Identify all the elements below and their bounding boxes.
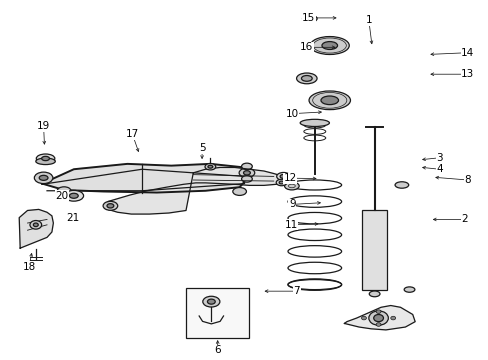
Circle shape — [375, 310, 380, 314]
Text: 17: 17 — [125, 129, 139, 139]
Circle shape — [361, 316, 366, 320]
Ellipse shape — [241, 163, 252, 170]
Text: 11: 11 — [284, 220, 297, 230]
Circle shape — [390, 316, 395, 320]
Text: 5: 5 — [198, 143, 205, 153]
Text: 12: 12 — [283, 173, 296, 183]
Text: 7: 7 — [293, 286, 299, 296]
Ellipse shape — [207, 299, 215, 304]
Ellipse shape — [204, 163, 215, 170]
Ellipse shape — [203, 296, 220, 307]
Text: 19: 19 — [37, 121, 50, 131]
Ellipse shape — [300, 119, 329, 126]
Ellipse shape — [243, 171, 250, 175]
Ellipse shape — [69, 193, 78, 198]
Ellipse shape — [232, 188, 246, 195]
Ellipse shape — [34, 172, 53, 184]
Text: 13: 13 — [460, 69, 473, 79]
Text: 1: 1 — [365, 15, 371, 26]
Ellipse shape — [296, 73, 316, 84]
Ellipse shape — [280, 175, 286, 179]
Ellipse shape — [57, 187, 71, 195]
Text: 4: 4 — [435, 164, 442, 174]
Ellipse shape — [207, 165, 212, 168]
Ellipse shape — [103, 201, 118, 210]
Ellipse shape — [308, 91, 350, 110]
Text: 16: 16 — [300, 42, 313, 52]
Ellipse shape — [41, 156, 49, 161]
Text: 18: 18 — [22, 262, 36, 272]
Ellipse shape — [368, 291, 379, 297]
Bar — [362, 210, 386, 289]
Circle shape — [373, 315, 383, 321]
Text: 21: 21 — [66, 213, 80, 223]
Text: 8: 8 — [464, 175, 470, 185]
Circle shape — [30, 221, 41, 229]
Ellipse shape — [284, 182, 299, 190]
Ellipse shape — [241, 176, 252, 182]
Polygon shape — [19, 210, 53, 248]
Text: 9: 9 — [288, 199, 295, 210]
Ellipse shape — [404, 287, 414, 292]
Text: 20: 20 — [55, 191, 68, 201]
Circle shape — [368, 311, 387, 325]
Text: 6: 6 — [214, 345, 221, 355]
Ellipse shape — [306, 17, 313, 21]
Polygon shape — [344, 306, 414, 330]
Ellipse shape — [276, 172, 290, 180]
Ellipse shape — [276, 179, 286, 186]
Circle shape — [33, 223, 38, 226]
Ellipse shape — [321, 41, 337, 49]
Ellipse shape — [302, 15, 317, 22]
Text: 15: 15 — [302, 13, 315, 23]
Text: 14: 14 — [460, 48, 473, 58]
Ellipse shape — [36, 158, 55, 165]
Ellipse shape — [279, 181, 284, 184]
Ellipse shape — [64, 190, 83, 201]
Text: 3: 3 — [435, 153, 442, 163]
Ellipse shape — [36, 154, 55, 163]
Bar — [185, 288, 249, 338]
Ellipse shape — [320, 96, 338, 105]
Ellipse shape — [301, 76, 311, 81]
Ellipse shape — [394, 182, 408, 188]
Ellipse shape — [239, 168, 254, 177]
Ellipse shape — [39, 175, 48, 180]
Polygon shape — [105, 167, 283, 214]
Polygon shape — [42, 164, 249, 193]
Ellipse shape — [107, 204, 114, 208]
Text: 10: 10 — [285, 109, 298, 119]
Text: 2: 2 — [461, 215, 467, 224]
Ellipse shape — [309, 37, 348, 54]
Circle shape — [375, 323, 380, 326]
